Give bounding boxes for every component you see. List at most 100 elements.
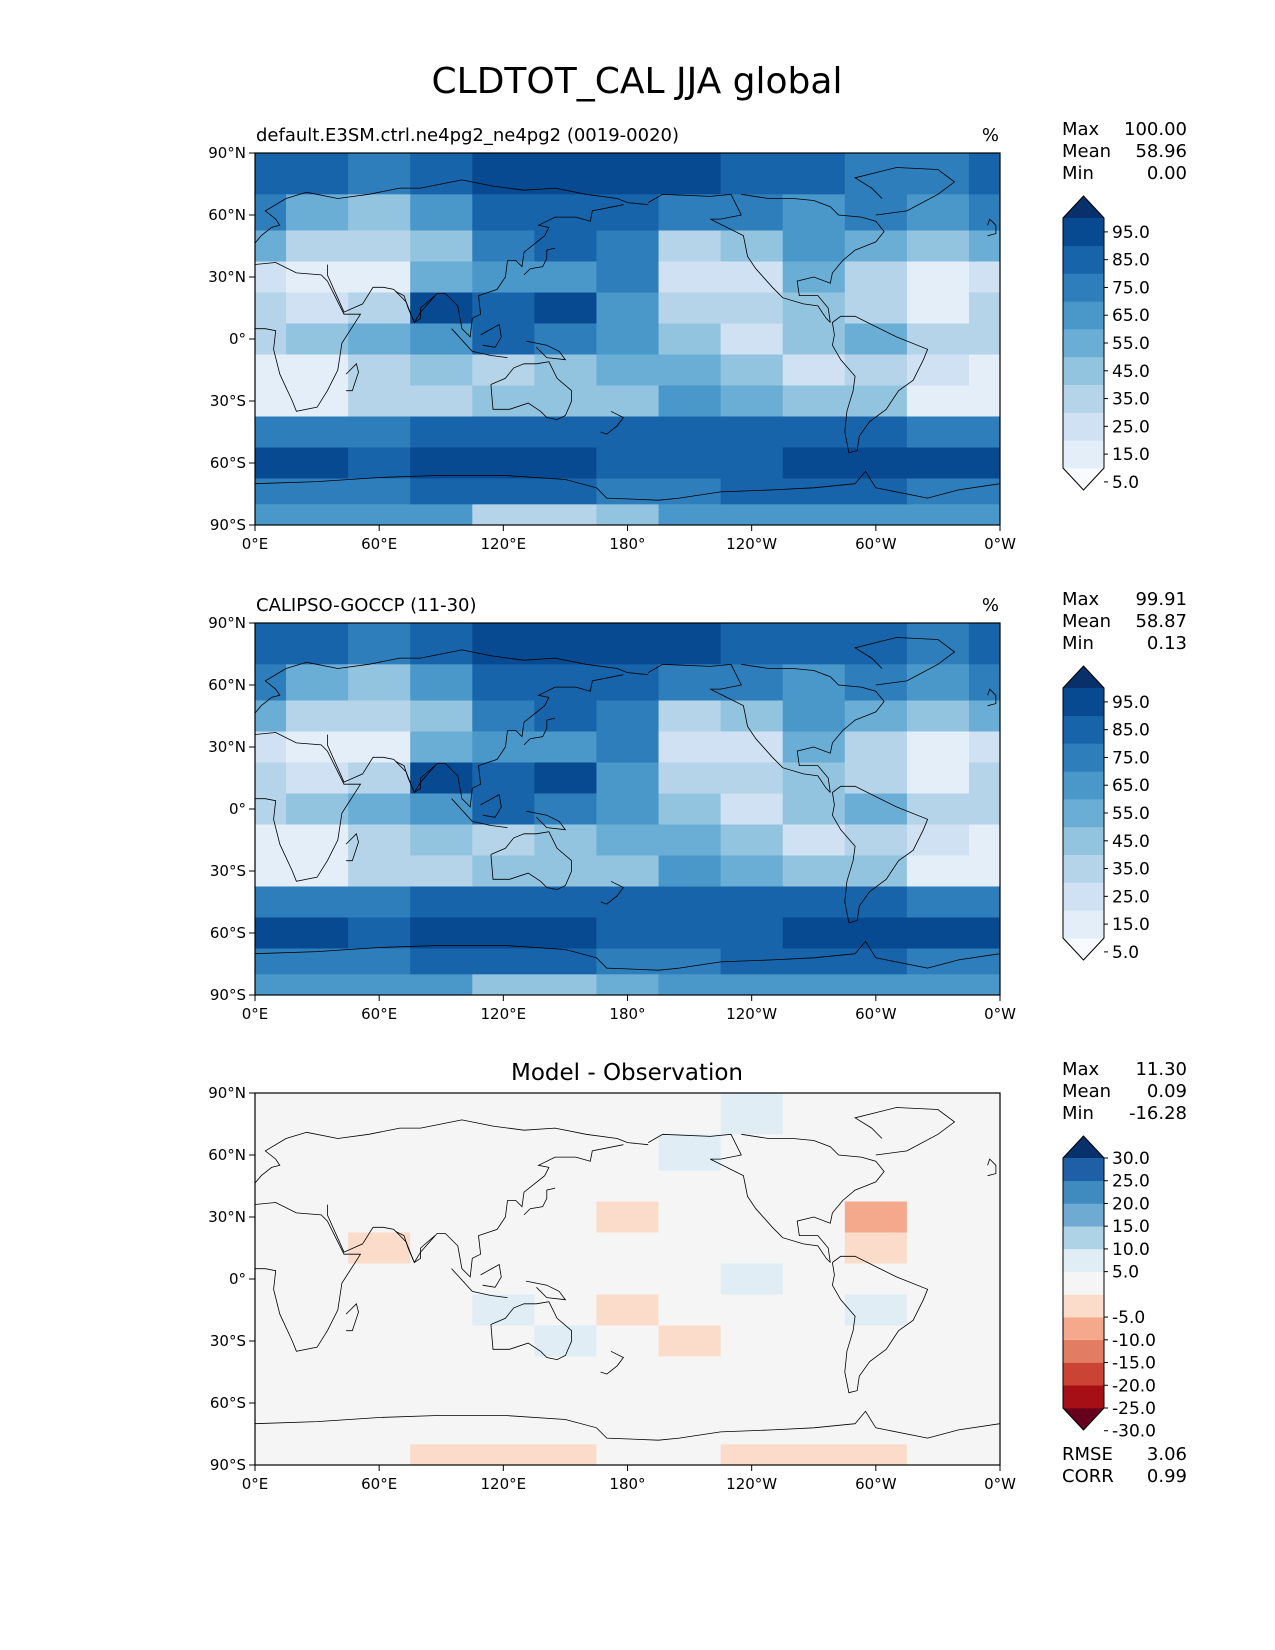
contour-cell (968, 1263, 1000, 1295)
colorbar-tick-label: -25.0 (1112, 1399, 1156, 1419)
coastline (854, 637, 956, 686)
contour-cell (720, 1263, 784, 1295)
y-tick-label: 60°S (210, 454, 246, 472)
contour-cell (534, 478, 597, 505)
contour-cell (255, 153, 287, 195)
contour-cell (348, 153, 411, 195)
contour-cell (720, 1232, 784, 1264)
contour-cell (410, 478, 473, 505)
contour-cell (410, 664, 473, 701)
contour-cell (534, 886, 597, 918)
stats-box: Max 100.00 Mean 58.96 Min 0.00 (1062, 119, 1187, 184)
contour-cell (286, 855, 349, 887)
contour-cell (348, 886, 411, 918)
contour-cell (410, 700, 473, 732)
contour-cell (472, 323, 535, 355)
contour-cell (658, 1170, 722, 1202)
contour-cell (410, 623, 473, 665)
contour-cell (255, 323, 287, 355)
coastline (648, 663, 831, 793)
contour-cell (596, 1387, 660, 1419)
contour-cell (410, 1325, 473, 1357)
contour-cell (286, 917, 349, 949)
contour-cell (658, 230, 722, 262)
contour-cell (844, 1093, 908, 1135)
contour-cell (596, 917, 660, 949)
contour-cell (534, 623, 597, 665)
contour-cell (348, 478, 411, 505)
contour-cell (596, 1263, 660, 1295)
contour-cell (596, 824, 660, 856)
contour-cell (720, 1170, 784, 1202)
contour-cell (906, 793, 970, 825)
contour-cell (844, 974, 908, 995)
contour-cell (968, 1356, 1000, 1388)
x-tick-label: 0°W (984, 1475, 1016, 1493)
contour-cell (906, 153, 970, 195)
colorbar-tick-label: -30.0 (1112, 1422, 1156, 1442)
contour-cell (472, 1294, 535, 1326)
contour-cell (472, 855, 535, 887)
stat-min-label: Min (1062, 633, 1094, 654)
contour-cell (658, 700, 722, 732)
colorbar-tick-label: 45.0 (1112, 832, 1150, 852)
colorbar-tick-label: 45.0 (1112, 362, 1150, 382)
contour-cell (472, 700, 535, 732)
coastline (255, 1119, 649, 1187)
contour-cell (472, 385, 535, 417)
contour-cell (410, 948, 473, 975)
contour-cell (968, 974, 1000, 995)
contour-cell (720, 230, 784, 262)
contour-cell (534, 762, 597, 794)
contour-cell (255, 793, 287, 825)
contour-cell (906, 762, 970, 794)
contour-cell (968, 1444, 1000, 1465)
contour-cell (255, 1387, 287, 1419)
contour-cell (782, 824, 846, 856)
x-tick-label: 0°W (984, 1005, 1016, 1023)
contour-cell (844, 230, 908, 262)
contour-cell (255, 1232, 287, 1264)
contour-cell (596, 354, 660, 386)
colorbar-extend-min (1063, 1408, 1104, 1430)
contour-cell (534, 230, 597, 262)
colorbar-tick-label: 25.0 (1112, 887, 1150, 907)
contour-cell (348, 623, 411, 665)
contour-cell (906, 886, 970, 918)
contour-cell (286, 793, 349, 825)
contour-cell (720, 292, 784, 324)
contour-cell (968, 1134, 1000, 1171)
contour-cell (534, 1201, 597, 1233)
colorbar-tick-label: 20.0 (1112, 1194, 1150, 1214)
contour-cell (410, 194, 473, 231)
contour-cell (472, 153, 535, 195)
contour-cell (968, 292, 1000, 324)
contour-cell (906, 1444, 970, 1465)
contour-cell (844, 824, 908, 856)
colorbar-bin (1063, 771, 1104, 800)
contour-cell (906, 917, 970, 949)
contour-cell (348, 793, 411, 825)
contour-cell (596, 153, 660, 195)
coastlines (255, 167, 1000, 501)
y-tick-label: 90°S (210, 1456, 246, 1474)
contour-cell (472, 1201, 535, 1233)
coastline (345, 363, 359, 392)
contour-cell (906, 1387, 970, 1419)
contour-cell (255, 354, 287, 386)
coastline (255, 732, 362, 882)
colorbar: 30.0 25.020.0 15.0 10.0 5.0 -5.0 -10.0 -15.0-20… (1062, 1135, 1156, 1442)
contour-cell (968, 1201, 1000, 1233)
contour-cell (410, 1294, 473, 1326)
contour-cell (596, 447, 660, 479)
coastline (600, 410, 625, 435)
contour-cell (286, 1387, 349, 1419)
contour-cell (348, 824, 411, 856)
y-tick-label: 90°S (210, 516, 246, 534)
contour-cell (410, 1444, 473, 1465)
contour-cell (596, 478, 660, 505)
colorbar-tick-label: -20.0 (1112, 1376, 1156, 1396)
y-tick-label: 60°S (210, 924, 246, 942)
panel-units: % (982, 595, 999, 616)
contour-cell (255, 1294, 287, 1326)
